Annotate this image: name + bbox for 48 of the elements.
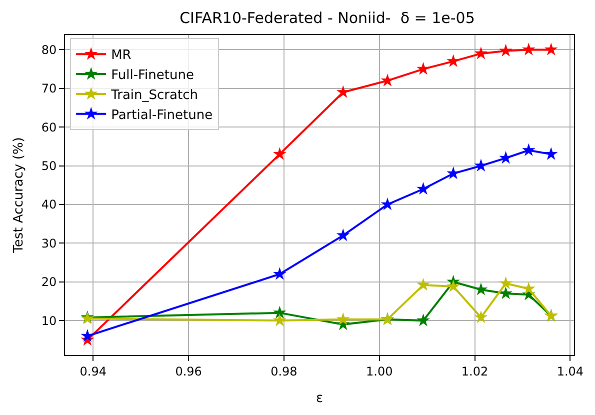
point <box>336 312 350 326</box>
point <box>416 314 430 326</box>
point <box>474 46 488 60</box>
point <box>499 276 512 290</box>
point <box>416 62 430 75</box>
point <box>273 306 286 318</box>
y-tick-label: 40 <box>41 198 57 212</box>
point <box>522 42 536 56</box>
point <box>336 228 350 242</box>
point <box>499 44 512 57</box>
point <box>446 280 460 292</box>
point <box>544 42 558 56</box>
x-tick-label: 0.96 <box>175 364 202 378</box>
legend-label: Partial-Finetune <box>111 108 213 123</box>
point <box>446 166 460 180</box>
x-tick-label: 0.98 <box>270 364 298 378</box>
legend-label: MR <box>111 48 132 64</box>
y-axis-title: Test Accuracy (%) <box>11 137 26 254</box>
x-tick-label: 0.94 <box>80 364 107 378</box>
point <box>273 147 286 160</box>
y-tick-label: 80 <box>41 42 57 57</box>
point <box>522 143 536 156</box>
y-tick-label: 50 <box>41 158 57 173</box>
point <box>416 278 430 291</box>
legend-label: Train_Scratch <box>110 88 198 104</box>
y-tick-label: 60 <box>41 120 57 134</box>
chart-title: CIFAR10-Federated - Noniid- δ = 1e-05 <box>180 8 475 27</box>
y-tick-label: 20 <box>41 275 57 290</box>
x-tick-label: 1.04 <box>556 364 584 378</box>
point <box>499 286 512 300</box>
legend-label: Full-Finetune <box>111 68 194 84</box>
point <box>474 158 488 172</box>
x-tick-label: 1.00 <box>366 364 393 378</box>
point <box>446 54 460 67</box>
point <box>499 151 512 164</box>
y-tick-label: 30 <box>41 236 57 250</box>
point <box>474 310 488 324</box>
point <box>273 267 286 280</box>
x-axis-title: ε <box>316 391 324 406</box>
point <box>336 85 350 98</box>
point <box>380 197 394 210</box>
point <box>544 147 558 160</box>
point <box>273 314 286 326</box>
point <box>416 182 430 195</box>
point <box>522 282 536 294</box>
y-tick-label: 10 <box>41 314 57 328</box>
x-tick-label: 1.02 <box>461 364 488 378</box>
y-tick-label: 70 <box>41 82 57 96</box>
